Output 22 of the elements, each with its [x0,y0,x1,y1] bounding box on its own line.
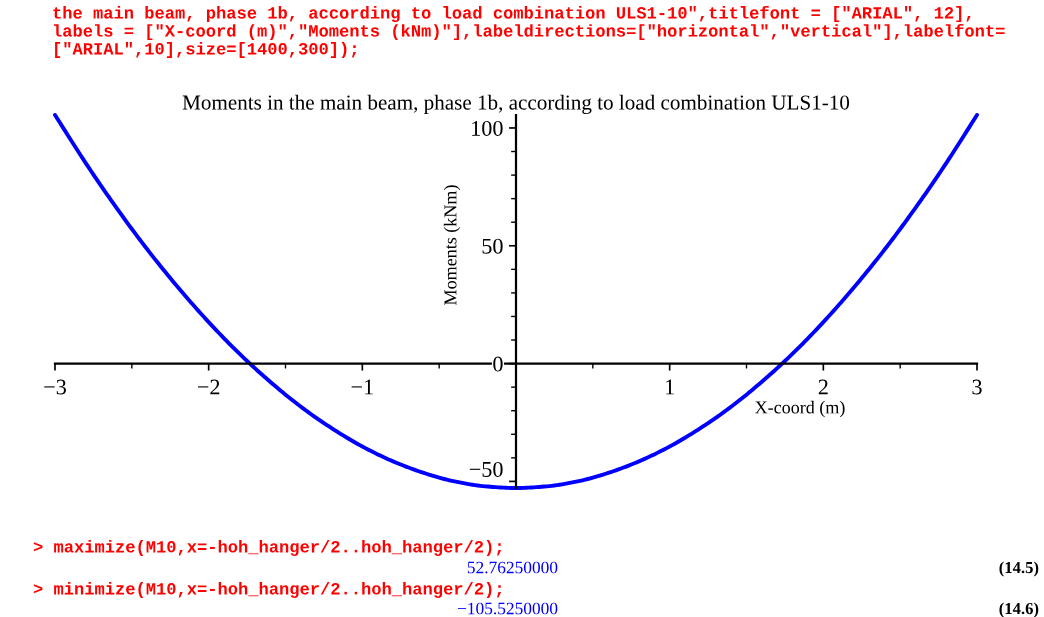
y-axis-title: Moments (kNm) [443,185,461,305]
x-tick-label: 2 [818,379,828,395]
text: > maximize(M10,x=-hoh_hanger/2..hoh_hanger/2); [33,540,502,556]
chart-title: Moments in the main beam, phase 1b, according to load combination ULS1-10 [182,94,850,114]
y-tick-label: 50 [482,238,503,254]
x-axis-title: X-coord (m) [755,400,845,418]
x-tick-label: −1 [351,379,373,395]
x-tick-label: 1 [666,379,674,395]
y-tick-label: −50 [469,461,503,477]
text: 52.76250000 [467,561,558,574]
y-tick-label: 100 [472,120,503,136]
x-tick-label: −2 [197,379,220,395]
x-tick-label: −3 [44,379,66,395]
text: −105.5250000 [457,602,558,615]
text: labels = ["X-coord (m)","Moments (kNm)"],labeldirections=["horizontal","vertical"],labelfont= [53,23,1005,41]
text: the main beam, phase 1b, according to load combination ULS1-10",titlefont = ["ARIAL", 12], [53,5,971,23]
x-tick-label: 3 [972,379,982,395]
text: ["ARIAL",10],size=[1400,300]); [55,42,357,58]
text: (14.5) [999,561,1039,577]
text: (14.6) [999,602,1039,617]
y-tick-label: 0 [493,356,503,372]
text: > minimize(M10,x=-hoh_hanger/2..hoh_hanger/2); [33,582,502,598]
